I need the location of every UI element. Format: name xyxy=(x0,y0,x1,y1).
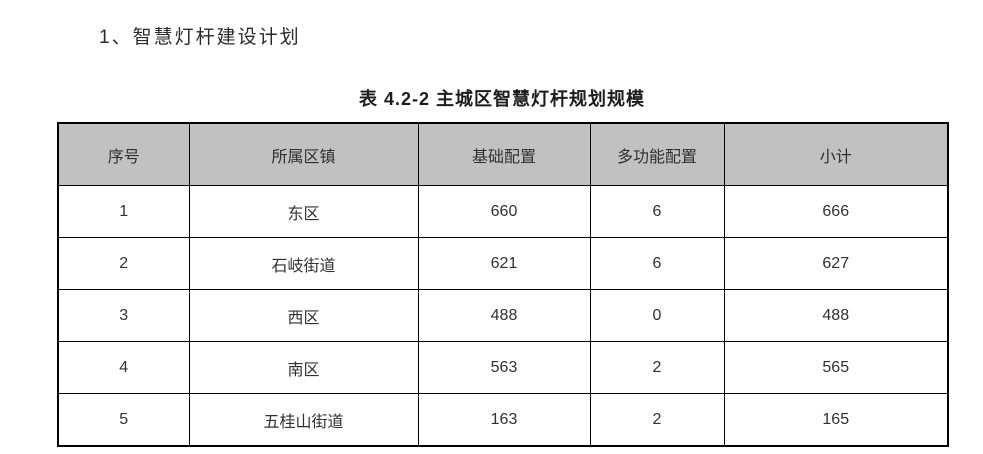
table-row: 3 西区 488 0 488 xyxy=(57,289,949,342)
cell-district: 石岐街道 xyxy=(188,237,419,290)
cell-index: 5 xyxy=(57,393,190,447)
cell-multifunction-config: 6 xyxy=(589,185,725,238)
header-row: 序号 所属区镇 基础配置 多功能配置 小计 xyxy=(57,122,949,186)
table-row: 5 五桂山街道 163 2 165 xyxy=(57,393,949,447)
cell-subtotal: 627 xyxy=(723,237,949,290)
column-header-subtotal: 小计 xyxy=(723,122,949,186)
column-header-multifunction-config: 多功能配置 xyxy=(589,122,725,186)
cell-multifunction-config: 2 xyxy=(589,393,725,447)
cell-district: 五桂山街道 xyxy=(188,393,419,447)
table-row: 4 南区 563 2 565 xyxy=(57,341,949,394)
cell-district: 西区 xyxy=(188,289,419,342)
table-row: 2 石岐街道 621 6 627 xyxy=(57,237,949,290)
cell-district: 东区 xyxy=(188,185,419,238)
cell-multifunction-config: 2 xyxy=(589,341,725,394)
cell-basic-config: 563 xyxy=(417,341,591,394)
cell-subtotal: 165 xyxy=(723,393,949,447)
cell-multifunction-config: 0 xyxy=(589,289,725,342)
cell-basic-config: 621 xyxy=(417,237,591,290)
table-header: 序号 所属区镇 基础配置 多功能配置 小计 xyxy=(57,122,949,186)
table-row: 1 东区 660 6 666 xyxy=(57,185,949,238)
table-body: 1 东区 660 6 666 2 石岐街道 621 6 627 3 西区 488… xyxy=(57,185,949,447)
cell-subtotal: 666 xyxy=(723,185,949,238)
cell-index: 2 xyxy=(57,237,190,290)
cell-district: 南区 xyxy=(188,341,419,394)
cell-index: 4 xyxy=(57,341,190,394)
cell-index: 3 xyxy=(57,289,190,342)
cell-subtotal: 488 xyxy=(723,289,949,342)
planning-table: 序号 所属区镇 基础配置 多功能配置 小计 1 东区 660 6 666 2 石… xyxy=(57,122,949,447)
column-header-index: 序号 xyxy=(57,122,190,186)
cell-multifunction-config: 6 xyxy=(589,237,725,290)
cell-index: 1 xyxy=(57,185,190,238)
cell-basic-config: 163 xyxy=(417,393,591,447)
column-header-district: 所属区镇 xyxy=(188,122,419,186)
cell-basic-config: 488 xyxy=(417,289,591,342)
table-title: 表 4.2-2 主城区智慧灯杆规划规模 xyxy=(358,89,646,109)
cell-subtotal: 565 xyxy=(723,341,949,394)
column-header-basic-config: 基础配置 xyxy=(417,122,591,186)
section-heading: 1、智慧灯杆建设计划 xyxy=(99,27,301,48)
cell-basic-config: 660 xyxy=(417,185,591,238)
